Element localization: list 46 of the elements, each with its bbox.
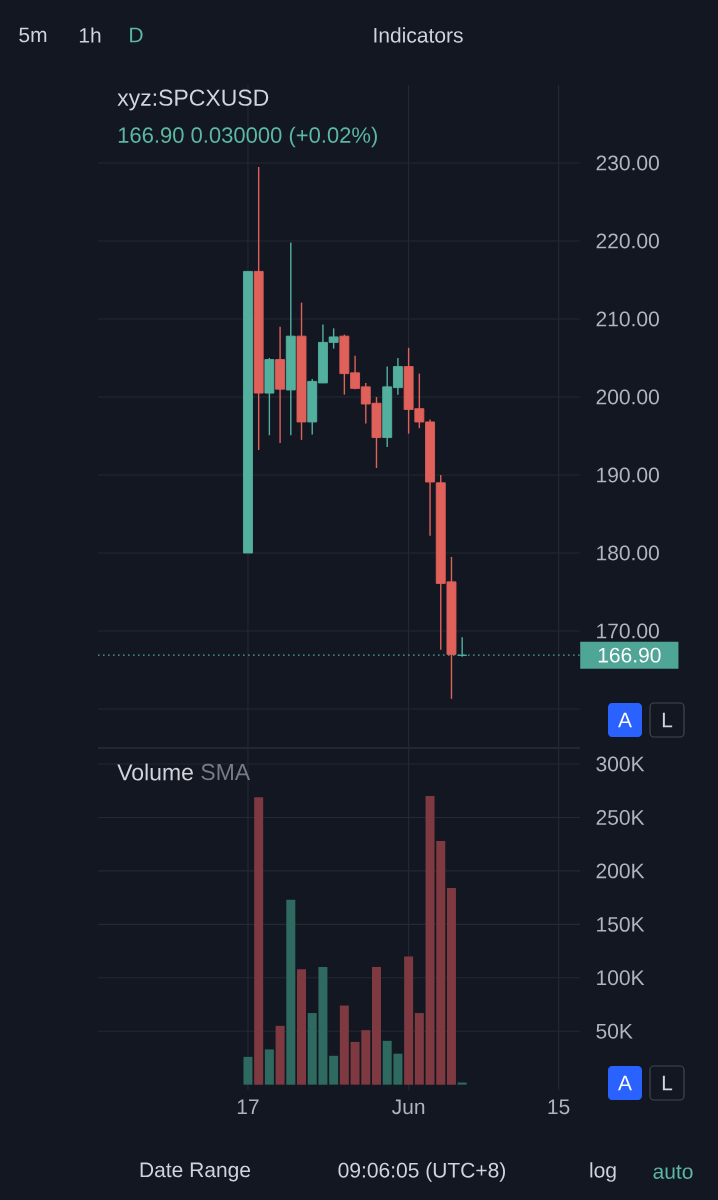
y-tick-label: 50K: [596, 1023, 633, 1039]
bar: [297, 969, 307, 1085]
bar: [264, 1049, 274, 1085]
text: D: [130, 27, 143, 43]
x-tick-label: 17: [237, 1099, 259, 1114]
bar: [414, 1013, 424, 1085]
y-tick-label: 210.00: [596, 311, 659, 327]
text: Indicators: [374, 27, 463, 43]
text: 1h: [79, 27, 101, 43]
bar: [275, 1025, 285, 1085]
text: SMA: [201, 763, 251, 781]
bar: [457, 1082, 467, 1085]
y-tick-label: 190.00: [597, 467, 659, 483]
y-tick-label: 220.00: [596, 233, 659, 249]
bar: [446, 888, 456, 1085]
text: 5m: [19, 27, 47, 43]
text: A: [618, 1075, 632, 1091]
text: Date Range: [140, 1162, 251, 1182]
y-tick-label: 150K: [597, 916, 645, 932]
y-tick-label: 100K: [597, 970, 645, 986]
bar: [404, 956, 414, 1085]
text: Volume: [117, 763, 193, 781]
text: log: [590, 1162, 616, 1182]
bar: [329, 1055, 339, 1085]
text: 09:06:05 (UTC+8): [338, 1162, 505, 1182]
bar: [339, 1005, 349, 1085]
y-tick-label: 200K: [596, 863, 645, 879]
y-tick-label: 230.00: [596, 155, 659, 171]
text: 166.90 0.030000 (+0.02%): [118, 126, 377, 148]
y-tick-label: 180.00: [597, 545, 659, 561]
bar: [286, 899, 296, 1085]
y-tick-label: 250K: [596, 810, 645, 825]
y-tick-label: 200.00: [596, 389, 659, 405]
text: L: [662, 712, 673, 728]
ref-line-label: 166.90: [598, 647, 661, 663]
text: L: [662, 1075, 673, 1091]
x-tick-label: 15: [548, 1099, 570, 1115]
chart-title: xyz:SPCXUSD: [117, 89, 269, 111]
text: A: [618, 712, 632, 728]
x-tick-label: Jun: [392, 1099, 425, 1115]
y-tick-label: 170.00: [597, 623, 659, 639]
text: auto: [653, 1165, 693, 1179]
bar: [371, 967, 381, 1085]
bar: [254, 797, 264, 1085]
y-tick-label: 300K: [596, 756, 645, 772]
bar: [243, 1056, 253, 1085]
